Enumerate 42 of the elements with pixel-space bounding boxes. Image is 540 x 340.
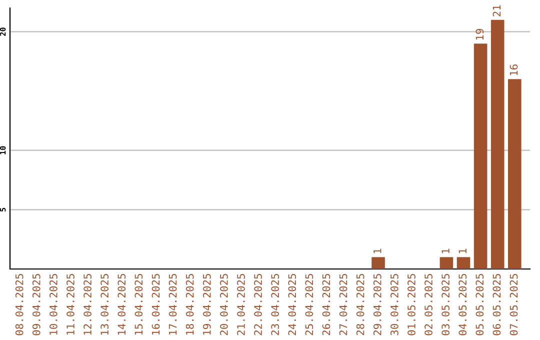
- x-tick-label: 09.04.2025: [32, 274, 40, 336]
- x-tick-label: 03.05.2025: [442, 274, 450, 336]
- data-label: 1: [442, 248, 450, 254]
- x-tick-label: 20.04.2025: [220, 274, 228, 336]
- data-label: 1: [374, 248, 382, 254]
- bar: [456, 257, 470, 269]
- x-tick-label: 28.04.2025: [356, 274, 364, 336]
- data-label: 1: [458, 248, 466, 254]
- x-tick-label: 15.04.2025: [134, 274, 143, 335]
- bar: [508, 79, 522, 269]
- x-tick-label: 10.04.2025: [50, 274, 58, 335]
- x-tick-label: 05.05.2025: [476, 274, 484, 336]
- x-tick-label: 01.05.2025: [408, 274, 416, 336]
- x-tick-label: 25.04.2025: [305, 274, 314, 336]
- x-tick-label: 29.04.2025: [373, 274, 382, 336]
- x-tick-label: 24.04.2025: [288, 274, 296, 336]
- x-tick-label: 19.04.2025: [202, 274, 211, 335]
- x-tick-label: 30.04.2025: [390, 274, 398, 336]
- x-tick-label: 22.04.2025: [254, 274, 262, 336]
- x-tick-label: 13.04.2025: [100, 274, 109, 335]
- x-tick-label: 27.04.2025: [339, 274, 348, 336]
- x-tick-label: 08.04.2025: [15, 274, 24, 336]
- x-tick-label: 04.05.2025: [458, 274, 467, 336]
- data-label: 16: [510, 64, 518, 76]
- x-tick-label: 16.04.2025: [152, 274, 160, 335]
- x-tick-label: 07.05.2025: [510, 274, 518, 336]
- data-label: 19: [476, 28, 484, 40]
- x-tick-label: 14.04.2025: [118, 274, 126, 335]
- bar: [490, 20, 504, 269]
- x-tick-label: 26.04.2025: [322, 274, 330, 336]
- x-tick-label: 02.05.2025: [424, 274, 432, 336]
- x-tick-label: 17.04.2025: [168, 274, 177, 335]
- bar: [440, 257, 454, 269]
- x-tick-label: 06.05.2025: [492, 274, 501, 336]
- x-tick-label: 12.04.2025: [84, 274, 92, 335]
- x-tick-label: 21.04.2025: [237, 274, 245, 336]
- x-tick-label: 11.04.2025: [66, 274, 74, 335]
- x-tick-label: 23.04.2025: [271, 274, 280, 336]
- data-label: 21: [492, 5, 501, 16]
- x-tick-label: 18.04.2025: [186, 274, 194, 335]
- bar: [474, 44, 488, 269]
- bar: [372, 257, 385, 269]
